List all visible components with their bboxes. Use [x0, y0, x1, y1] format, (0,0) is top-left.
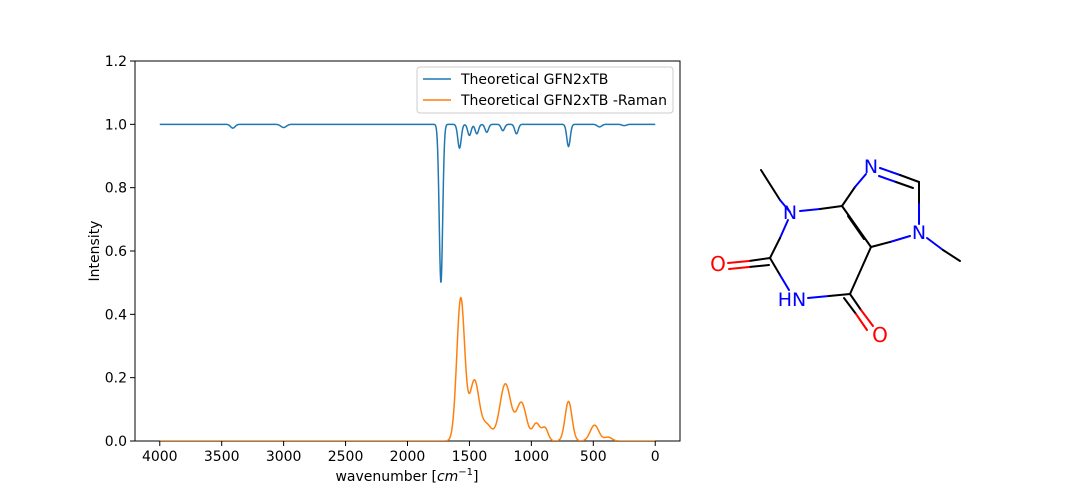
bond [895, 181, 914, 189]
plot-area [134, 60, 681, 442]
legend-label-ir: Theoretical GFN2xTB [460, 72, 608, 88]
y-tick-label: 0.6 [105, 244, 127, 260]
bond [899, 174, 920, 183]
x-tick-label: 3000 [266, 449, 302, 465]
bond [807, 295, 830, 299]
bond [847, 215, 865, 240]
x-tick-label: 1000 [514, 449, 550, 465]
bond [870, 241, 891, 248]
x-tick-label: 1500 [452, 449, 488, 465]
bond [727, 260, 750, 264]
legend-label-raman: Theoretical GFN2xTB -Raman [460, 93, 667, 109]
x-tick-label: 0 [651, 449, 660, 465]
y-tick-label: 1.0 [105, 117, 127, 133]
series-line-ir [159, 123, 656, 283]
molecule-structure: N N N HN O O [710, 156, 961, 347]
bond [878, 175, 897, 183]
bond [779, 219, 789, 239]
atom-label-nh: HN [778, 289, 807, 311]
y-axis-ticks: 0.0 0.2 0.4 0.6 0.8 1.0 1.2 [105, 54, 135, 450]
bond [849, 246, 872, 295]
bond [843, 297, 857, 315]
bond [854, 173, 867, 188]
atom-label-n: N [783, 202, 797, 224]
bond [769, 257, 781, 276]
y-tick-label: 0.2 [105, 371, 127, 387]
bond [819, 205, 843, 210]
series-line-raman [159, 296, 656, 441]
atom-label-o: O [872, 323, 888, 347]
bond [769, 237, 781, 259]
bond [879, 167, 901, 176]
bond [889, 235, 911, 243]
legend: Theoretical GFN2xTB Theoretical GFN2xTB … [416, 66, 674, 114]
legend-box [416, 66, 674, 114]
bond [841, 186, 856, 207]
x-tick-label: 3500 [204, 449, 240, 465]
bond [748, 257, 771, 262]
bond [926, 237, 944, 251]
bond [855, 313, 868, 331]
x-tick-label: 4000 [142, 449, 178, 465]
x-axis-label: wavenumber [cm−1] [335, 467, 478, 485]
bond [860, 309, 874, 327]
bond [828, 293, 851, 297]
atom-label-n: N [864, 156, 878, 178]
bond [728, 266, 750, 270]
x-tick-label: 2000 [390, 449, 426, 465]
bond [942, 249, 961, 262]
bond [760, 169, 781, 201]
x-tick-label: 2500 [328, 449, 364, 465]
bond [849, 293, 862, 311]
atom-label-o: O [710, 252, 726, 276]
bond [779, 274, 790, 291]
y-axis-label: Intensity [87, 221, 103, 282]
bond [748, 264, 770, 268]
y-tick-label: 1.2 [105, 54, 127, 70]
y-tick-label: 0.4 [105, 307, 127, 323]
x-tick-label: 500 [580, 449, 607, 465]
y-tick-label: 0.0 [105, 434, 127, 450]
bond [779, 199, 791, 213]
y-tick-label: 0.8 [105, 181, 127, 197]
atom-label-n: N [912, 222, 926, 244]
x-axis-ticks: 4000 3500 3000 2500 2000 1500 1000 500 0 [142, 441, 660, 465]
bond [799, 208, 821, 212]
